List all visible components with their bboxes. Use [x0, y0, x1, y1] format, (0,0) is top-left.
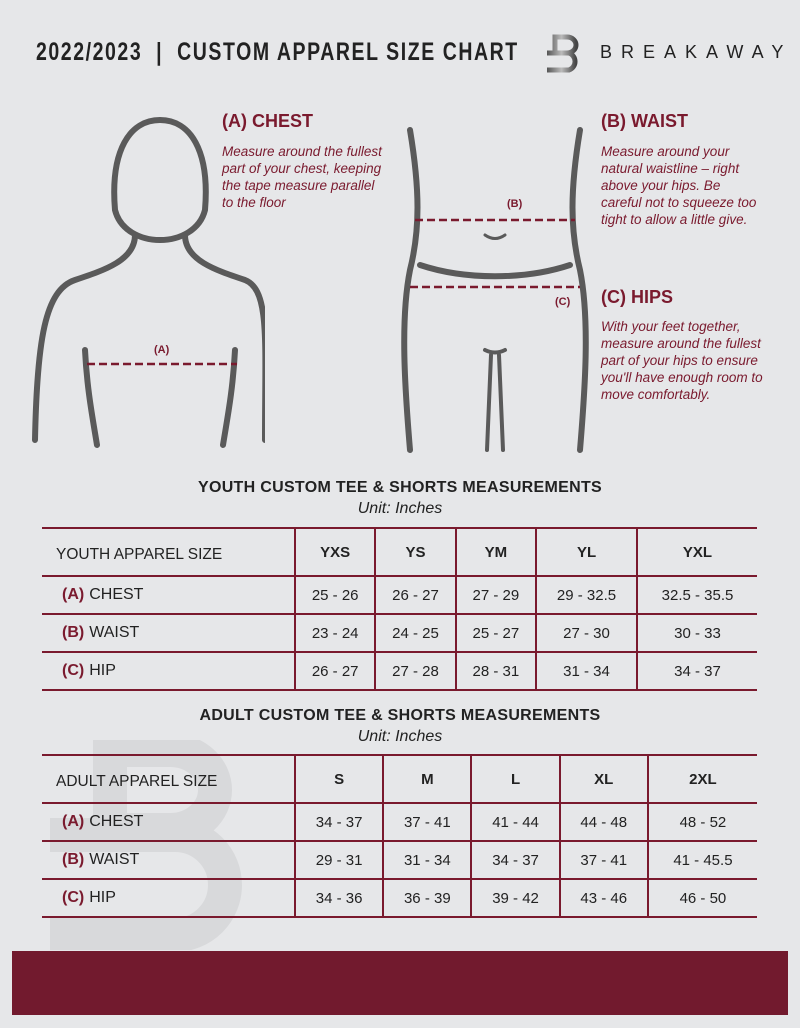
row-label-text: CHEST: [89, 813, 144, 830]
column-header: M: [382, 754, 472, 804]
table-cell: 28 - 31: [454, 651, 537, 691]
table-cell: 26 - 27: [374, 575, 456, 615]
chest-marker: (A): [154, 344, 170, 356]
hips-instructions: With your feet together, measure around …: [601, 319, 763, 402]
chest-heading: (A) CHEST: [222, 111, 313, 131]
table-cell: 31 - 34: [382, 840, 472, 880]
row-letter: (C): [62, 889, 85, 906]
table-cell: 43 - 46: [558, 878, 648, 918]
table-row: (A) CHEST 34 - 37 37 - 41 41 - 44 44 - 48…: [42, 802, 757, 842]
brand-name: BREAKAWAY: [600, 42, 793, 62]
table-cell: 41 - 45.5: [646, 840, 757, 880]
page-title: 2022/2023 | CUSTOM APPAREL SIZE CHART: [36, 38, 519, 66]
table-cell: 27 - 30: [535, 613, 638, 653]
row-label: (A) CHEST: [42, 575, 295, 615]
row-letter: (B): [62, 851, 85, 868]
table-cell: 34 - 37: [636, 651, 757, 691]
upper-body-figure: [32, 116, 265, 448]
hip-marker: (C): [555, 296, 571, 308]
table-cell: 30 - 33: [636, 613, 757, 653]
table-cell: 34 - 37: [293, 802, 384, 842]
adult-size-table: ADULT APPAREL SIZE S M L XL 2XL (A) CHEST…: [42, 754, 757, 918]
hips-heading: (C) HIPS: [601, 287, 673, 307]
row-label-text: WAIST: [89, 624, 140, 641]
column-header: YXL: [636, 527, 757, 577]
table-cell: 44 - 48: [558, 802, 648, 842]
column-header: S: [293, 754, 384, 804]
footer-bar: [12, 951, 788, 1015]
column-header: YL: [535, 527, 638, 577]
column-header: YXS: [293, 527, 376, 577]
column-header: ADULT APPAREL SIZE: [42, 754, 295, 804]
table-cell: 34 - 36: [293, 878, 384, 918]
table-cell: 36 - 39: [382, 878, 472, 918]
column-header: YM: [454, 527, 537, 577]
table-row: (B) WAIST 23 - 24 24 - 25 25 - 27 27 - 30…: [42, 613, 757, 653]
row-label-text: CHEST: [89, 586, 144, 603]
row-label-text: HIP: [89, 889, 116, 906]
table-row: (B) WAIST 29 - 31 31 - 34 34 - 37 37 - 41…: [42, 840, 757, 880]
adult-section-title: ADULT CUSTOM TEE & SHORTS MEASUREMENTS: [199, 707, 601, 724]
table-row: (C) HIP 34 - 36 36 - 39 39 - 42 43 - 46 4…: [42, 878, 757, 918]
table-cell: 27 - 29: [454, 575, 537, 615]
table-cell: 23 - 24: [293, 613, 376, 653]
table-cell: 34 - 37: [470, 840, 560, 880]
row-letter: (B): [62, 624, 85, 641]
column-header: 2XL: [646, 754, 757, 804]
chest-instructions: Measure around the fullest part of your …: [222, 144, 382, 210]
table-cell: 46 - 50: [646, 878, 757, 918]
lower-body-figure: [401, 127, 589, 453]
waist-heading: (B) WAIST: [601, 111, 688, 131]
waist-marker: (B): [507, 198, 523, 210]
row-label: (A) CHEST: [42, 802, 295, 842]
table-cell: 24 - 25: [374, 613, 456, 653]
table-cell: 27 - 28: [374, 651, 456, 691]
row-letter: (A): [62, 586, 85, 603]
column-header: YOUTH APPAREL SIZE: [42, 527, 295, 577]
row-label-text: HIP: [89, 662, 116, 679]
breakaway-logo-icon: [547, 34, 579, 73]
row-letter: (A): [62, 813, 85, 830]
table-cell: 29 - 32.5: [535, 575, 638, 615]
table-cell: 32.5 - 35.5: [636, 575, 757, 615]
row-label: (C) HIP: [42, 878, 295, 918]
table-cell: 41 - 44: [470, 802, 560, 842]
table-row: (A) CHEST 25 - 26 26 - 27 27 - 29 29 - 32…: [42, 575, 757, 615]
table-row: (C) HIP 26 - 27 27 - 28 28 - 31 31 - 34 3…: [42, 651, 757, 691]
table-cell: 37 - 41: [382, 802, 472, 842]
table-cell: 25 - 27: [454, 613, 537, 653]
table-cell: 37 - 41: [558, 840, 648, 880]
table-cell: 31 - 34: [535, 651, 638, 691]
table-cell: 39 - 42: [470, 878, 560, 918]
row-label: (C) HIP: [42, 651, 295, 691]
table-header-row: ADULT APPAREL SIZE S M L XL 2XL: [42, 754, 757, 804]
column-header: L: [470, 754, 560, 804]
youth-unit: Unit: Inches: [357, 500, 443, 517]
youth-size-table: YOUTH APPAREL SIZE YXS YS YM YL YXL (A) C…: [42, 527, 757, 691]
waist-instructions: Measure around your natural waistline – …: [601, 144, 757, 227]
table-cell: 48 - 52: [646, 802, 757, 842]
column-header: YS: [374, 527, 456, 577]
row-label: (B) WAIST: [42, 613, 295, 653]
youth-section-title: YOUTH CUSTOM TEE & SHORTS MEASUREMENTS: [197, 479, 603, 496]
row-label-text: WAIST: [89, 851, 140, 868]
table-cell: 26 - 27: [293, 651, 376, 691]
table-cell: 29 - 31: [293, 840, 384, 880]
table-header-row: YOUTH APPAREL SIZE YXS YS YM YL YXL: [42, 527, 757, 577]
row-label: (B) WAIST: [42, 840, 295, 880]
column-header: XL: [558, 754, 648, 804]
adult-unit: Unit: Inches: [357, 728, 443, 745]
table-cell: 25 - 26: [293, 575, 376, 615]
row-letter: (C): [62, 662, 85, 679]
